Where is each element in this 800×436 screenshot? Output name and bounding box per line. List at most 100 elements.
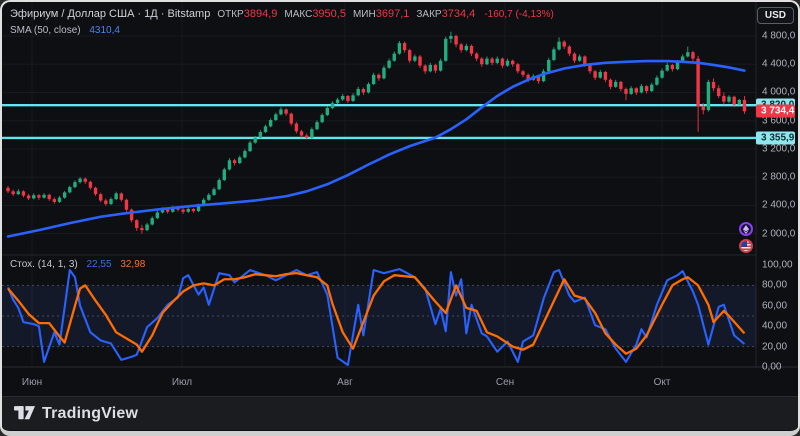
sma-line[interactable]	[6, 59, 746, 238]
candle-body	[660, 70, 664, 78]
sma-value: 4310,4	[89, 25, 120, 36]
candle-body	[552, 49, 556, 61]
candle-body	[37, 195, 41, 198]
chart-canvas[interactable]	[2, 2, 798, 429]
stoch-tick-label: 20,00	[762, 341, 788, 353]
time-scale[interactable]: Июн Июл Авг Сен Окт	[2, 368, 756, 396]
candle-body	[289, 113, 293, 124]
symbol-row: Эфириум / Доллар США · 1Д · Bitstamp ОТКР…	[10, 7, 554, 22]
candle-body	[680, 56, 685, 63]
candle-body	[62, 192, 67, 198]
candle-body	[495, 58, 499, 63]
candle-body	[650, 84, 654, 92]
stoch-legend[interactable]: Стох. (14, 1, 3) 22,55 32,98	[10, 258, 145, 272]
stoch-tick-label: 40,00	[762, 320, 788, 332]
tradingview-logo[interactable]: TradingView	[14, 405, 138, 423]
price-scale[interactable]: 4 800,0 4 400,0 4 000,0 3 600,0 3 200,0 2 800…	[756, 2, 796, 428]
candle-body	[155, 212, 160, 219]
candle-body	[47, 194, 51, 200]
candle-body	[366, 84, 371, 93]
candle-body	[717, 88, 721, 97]
candle-body	[274, 114, 278, 121]
candle-body	[299, 131, 304, 136]
candle-body	[68, 187, 72, 193]
candle-body	[670, 64, 675, 70]
candle-body	[382, 67, 386, 79]
candle-body	[547, 60, 551, 72]
candle-body	[732, 96, 736, 105]
candle-body	[335, 99, 340, 104]
candle-body	[619, 81, 623, 89]
candle-body	[73, 182, 77, 188]
candle-body	[516, 64, 520, 72]
candle-body	[459, 44, 463, 51]
candle-body	[418, 56, 422, 66]
candle-body	[6, 187, 10, 192]
month-label: Авг	[337, 377, 353, 388]
stoch-tick-label: 60,00	[762, 300, 788, 312]
candle-body	[243, 151, 247, 158]
month-label: Окт	[653, 377, 671, 388]
candle-body	[614, 81, 618, 87]
candle-body	[361, 88, 366, 93]
ohlc-label: ЗАКР	[416, 9, 442, 20]
candle-body	[253, 137, 257, 143]
tradingview-wordmark: TradingView	[42, 404, 139, 422]
candle-body	[16, 191, 20, 195]
candle-body	[135, 220, 139, 229]
symbol-title[interactable]: Эфириум / Доллар США · 1Д · Bitstamp	[10, 8, 211, 20]
candle-body	[577, 56, 582, 61]
candle-body	[644, 86, 649, 92]
candle-body	[181, 209, 185, 212]
stoch-tick-label: 100,00	[762, 259, 793, 271]
candle-body	[140, 228, 144, 231]
candle-body	[341, 96, 345, 100]
candle-body	[57, 197, 62, 202]
stoch-tick-label: 0,00	[762, 361, 782, 373]
price-tick-label: 4 800,0	[762, 30, 796, 42]
candle-body	[129, 209, 134, 221]
main-legend[interactable]: Эфириум / Доллар США · 1Д · Bitstamp ОТКР…	[10, 7, 554, 38]
candle-body	[109, 199, 113, 205]
month-label: Сен	[495, 377, 515, 388]
candle-body	[99, 194, 103, 201]
change-value: -160,7 (-4,13%)	[484, 9, 554, 20]
candle-body	[675, 62, 680, 70]
ohlc-label: МИН	[352, 9, 376, 20]
month-label: Июл	[171, 377, 193, 388]
candle-body	[722, 96, 726, 102]
candle-body	[93, 187, 98, 195]
candle-body	[124, 199, 129, 210]
price-tick-label: 4 000,0	[762, 86, 796, 98]
candle-body	[346, 96, 350, 101]
usd-flag-icon	[739, 239, 753, 253]
candle-body	[397, 43, 402, 54]
candle-body	[433, 64, 438, 71]
candle-body	[603, 72, 608, 80]
currency-usd-button[interactable]: USD	[756, 7, 794, 24]
candle-body	[655, 77, 659, 85]
candle-body	[305, 135, 309, 138]
candle-body	[413, 56, 417, 61]
candle-body	[408, 50, 412, 61]
stoch-k-line	[7, 268, 746, 367]
candle-body	[32, 195, 36, 199]
candle-body	[624, 88, 628, 94]
candle-body	[160, 208, 165, 213]
candle-body	[11, 191, 15, 195]
candle-body	[634, 88, 638, 93]
candle-body	[258, 132, 263, 138]
sma-row[interactable]: SMA (50, close) 4310,4	[10, 24, 554, 38]
candle-body	[505, 60, 510, 66]
candle-body	[541, 71, 546, 82]
price-tick-label: 2 000,0	[762, 228, 796, 240]
candle-body	[186, 208, 190, 212]
candle-body	[706, 81, 711, 111]
candle-body	[526, 74, 530, 80]
candle-body	[742, 99, 747, 112]
candle-body	[52, 199, 57, 202]
candle-body	[222, 169, 226, 181]
candle-body	[701, 106, 705, 111]
candle-body	[711, 81, 716, 89]
candle-body	[78, 178, 82, 183]
